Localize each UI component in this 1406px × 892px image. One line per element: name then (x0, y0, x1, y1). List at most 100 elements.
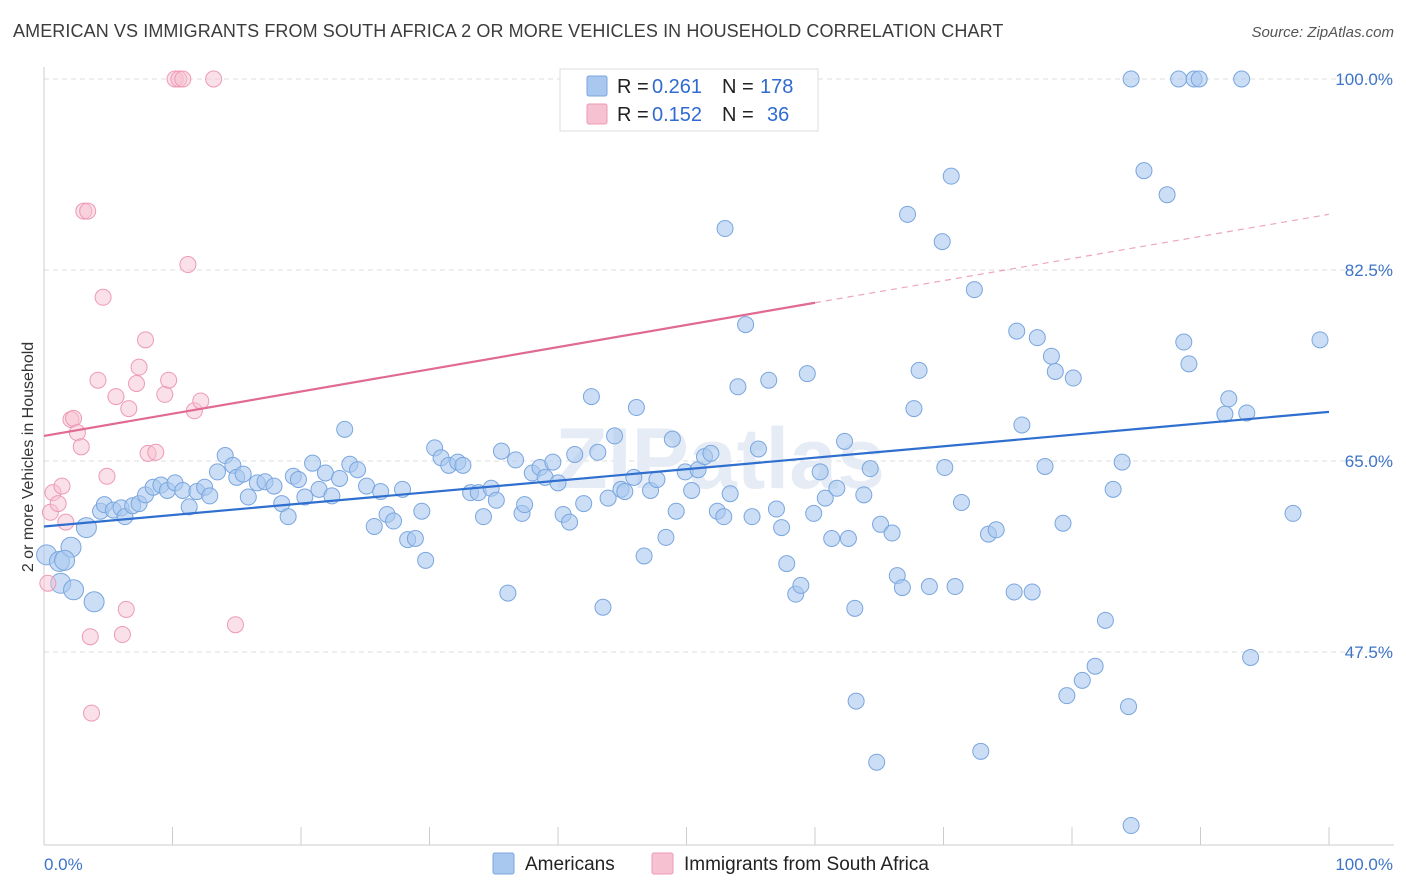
americans-point (1190, 70, 1208, 88)
americans-point (1036, 457, 1054, 475)
americans-point (566, 445, 584, 463)
immigrants-trend-line (43, 301, 816, 437)
americans-point (942, 167, 960, 185)
immigrants-point (147, 443, 165, 461)
americans-point (1233, 70, 1251, 88)
americans-point (296, 488, 314, 506)
americans-point (828, 479, 846, 497)
americans-point (1096, 611, 1114, 629)
immigrants-point (94, 288, 112, 306)
legend-r-label: R = (617, 76, 649, 98)
americans-point (413, 502, 431, 520)
americans-point (792, 576, 810, 594)
americans-point (905, 400, 923, 418)
americans-points (36, 70, 1329, 835)
immigrants-point (113, 626, 131, 644)
americans-point (487, 491, 505, 509)
americans-point (846, 599, 864, 617)
americans-point (1120, 698, 1138, 716)
immigrants-point (79, 202, 97, 220)
americans-point (872, 515, 890, 533)
y-tick-label: 47.5% (1345, 643, 1393, 662)
americans-point (816, 489, 834, 507)
americans-point (635, 547, 653, 565)
americans-point (406, 529, 424, 547)
americans-point (180, 498, 198, 516)
legend-label-americans: Americans (525, 854, 615, 875)
legend-n-value: 36 (767, 104, 789, 126)
gridlines (44, 78, 1394, 653)
series-legend: Americans Immigrants from South Africa (492, 852, 929, 875)
americans-point (201, 487, 219, 505)
x-tick-labels: 0.0% 100.0% (44, 855, 1393, 874)
americans-point (1284, 504, 1302, 522)
americans-point (1028, 329, 1046, 347)
americans-point (899, 205, 917, 223)
americans-point (663, 430, 681, 448)
immigrants-point (89, 371, 107, 389)
americans-point (737, 316, 755, 334)
americans-point (83, 591, 105, 613)
immigrants-point (83, 704, 101, 722)
americans-point (589, 443, 607, 461)
immigrants-point (39, 574, 57, 592)
immigrants-point (128, 375, 146, 393)
americans-point (358, 477, 376, 495)
americans-point (1086, 657, 1104, 675)
americans-point (1238, 404, 1256, 422)
immigrants-point (205, 70, 223, 88)
americans-point (1135, 162, 1153, 180)
americans-point (946, 578, 964, 596)
americans-point (625, 468, 643, 486)
legend-n-label: N = (722, 76, 754, 98)
americans-point (474, 508, 492, 526)
americans-point (702, 444, 720, 462)
americans-point (316, 464, 334, 482)
americans-point (75, 517, 97, 539)
americans-point (208, 463, 226, 481)
americans-point (855, 486, 873, 504)
americans-point (516, 496, 534, 514)
americans-point (599, 489, 617, 507)
legend-label-immigrants: Immigrants from South Africa (684, 854, 929, 875)
americans-point (667, 502, 685, 520)
americans-point (1058, 687, 1076, 705)
americans-point (1008, 322, 1026, 340)
americans-point (349, 461, 367, 479)
americans-point (1170, 70, 1188, 88)
americans-point (893, 579, 911, 597)
americans-trend-line (43, 410, 1330, 528)
immigrants-point (53, 477, 71, 495)
americans-point (1064, 369, 1082, 387)
americans-point (760, 371, 778, 389)
legend-r-label: R = (617, 104, 649, 126)
americans-point (883, 524, 901, 542)
americans-point (1104, 480, 1122, 498)
americans-point (1042, 347, 1060, 365)
americans-point (265, 477, 283, 495)
americans-point (933, 233, 951, 251)
americans-point (507, 451, 525, 469)
immigrants-point (49, 495, 67, 513)
y-tick-labels: 47.5% 65.0% 82.5% 100.0% (1335, 70, 1393, 662)
stats-legend: R = 0.261 N = 178 R = 0.152 N = 36 (559, 68, 819, 132)
americans-point (1113, 453, 1131, 471)
americans-point (549, 474, 567, 492)
americans-point (798, 365, 816, 383)
americans-point (721, 485, 739, 503)
immigrants-point (81, 628, 99, 646)
americans-point (54, 549, 76, 571)
americans-point (492, 442, 510, 460)
americans-point (1054, 514, 1072, 532)
americans-point (365, 517, 383, 535)
immigrants-point (160, 371, 178, 389)
americans-point (1122, 817, 1140, 835)
americans-point (454, 456, 472, 474)
americans-point (836, 432, 854, 450)
americans-point (1158, 186, 1176, 204)
legend-n-value: 178 (760, 76, 793, 98)
americans-point (594, 598, 612, 616)
americans-point (952, 493, 970, 511)
y-tick-label: 65.0% (1345, 452, 1393, 471)
